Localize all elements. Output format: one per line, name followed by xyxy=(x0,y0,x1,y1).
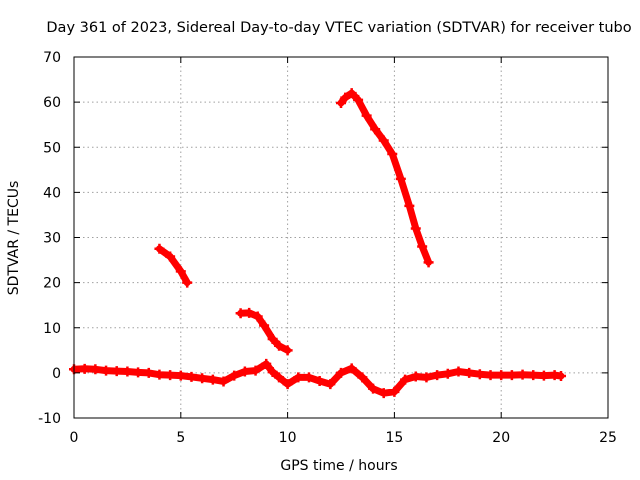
series-arc-2-point xyxy=(259,320,270,331)
series-arc-3-point xyxy=(346,88,357,99)
series-arc-2-point xyxy=(282,345,293,356)
series-baseline-point xyxy=(79,363,90,374)
series-baseline-point xyxy=(282,379,293,390)
series-arc-3-point xyxy=(336,98,346,109)
series-baseline-point xyxy=(464,367,475,378)
y-tick-label: 50 xyxy=(43,140,61,156)
series-arc-2-point xyxy=(244,307,255,318)
x-axis-label: GPS time / hours xyxy=(280,458,397,474)
series-baseline-point xyxy=(506,370,517,381)
series-baseline-point xyxy=(154,369,165,380)
series-baseline-point xyxy=(346,363,357,374)
series-baseline-point xyxy=(250,365,261,376)
y-axis-label: SDTVAR / TECUs xyxy=(6,181,22,296)
series-arc-2-point xyxy=(267,334,278,345)
chart-title: Day 361 of 2023, Sidereal Day-to-day VTE… xyxy=(46,20,631,36)
series-baseline-point xyxy=(90,364,101,375)
series-baseline-point xyxy=(133,367,144,378)
series-baseline-point xyxy=(421,372,432,383)
series-baseline-point xyxy=(336,367,346,378)
series-arc-2-point xyxy=(252,311,263,322)
x-tick-label: 25 xyxy=(599,430,617,446)
series-baseline-point xyxy=(267,366,278,377)
series-arc-3-point xyxy=(378,135,389,146)
x-tick-label: 5 xyxy=(176,430,185,446)
series-baseline-point xyxy=(314,375,325,386)
series-baseline-point xyxy=(389,386,400,397)
series-arc-3-point xyxy=(353,94,364,105)
series-baseline-point xyxy=(293,372,304,383)
series-baseline-point xyxy=(517,369,528,380)
series-baseline-point xyxy=(143,367,154,378)
series-arc-2-point xyxy=(274,340,285,351)
y-tick-label: 10 xyxy=(43,321,61,337)
series-arc-3-point xyxy=(410,223,421,234)
series-baseline-point xyxy=(207,374,218,385)
series-arc-3-point xyxy=(423,257,434,268)
y-tick-label: 30 xyxy=(43,231,61,247)
series-baseline-point xyxy=(325,379,336,390)
y-tick-label: 70 xyxy=(43,50,61,66)
series-baseline-point xyxy=(368,383,379,394)
y-tick-label: -10 xyxy=(38,411,61,427)
x-tick-label: 20 xyxy=(492,430,510,446)
series-baseline-point xyxy=(261,358,272,369)
series-baseline-point xyxy=(378,388,389,399)
series-arc-2-point xyxy=(235,308,246,319)
series-baseline-point xyxy=(432,370,443,381)
y-tick-label: 20 xyxy=(43,276,61,292)
series-baseline-point xyxy=(442,368,453,379)
x-tick-label: 0 xyxy=(70,430,79,446)
series-baseline-point xyxy=(410,371,421,382)
series-arc-3-point xyxy=(387,149,398,160)
axis-ticks xyxy=(73,56,609,419)
series-arc-1-line xyxy=(155,245,191,287)
series-baseline-point xyxy=(186,371,197,382)
series-arc-3-point xyxy=(404,200,415,211)
x-tick-label: 15 xyxy=(385,430,403,446)
series-arc-1-point xyxy=(165,251,176,262)
series-arc-3-point xyxy=(395,173,406,184)
series-baseline-point xyxy=(274,372,285,383)
series-baseline-point xyxy=(556,371,567,382)
y-tick-label: 40 xyxy=(43,185,61,201)
series-arc-3-point xyxy=(340,92,351,103)
series-baseline-point xyxy=(218,376,229,387)
series-baseline-point xyxy=(485,370,496,381)
x-tick-labels: 0 5 10 15 20 25 xyxy=(70,430,617,446)
series-baseline-point xyxy=(474,369,485,380)
series-baseline-point xyxy=(357,372,368,383)
series-arc-3-point xyxy=(417,241,428,252)
series-arc-1-point xyxy=(154,243,165,254)
x-tick-label: 10 xyxy=(279,430,297,446)
data-series xyxy=(69,88,567,399)
series-baseline-point xyxy=(197,373,208,384)
series-baseline-point xyxy=(165,370,176,381)
series-baseline-point xyxy=(496,370,507,381)
series-baseline-point xyxy=(453,366,464,377)
series-baseline-point xyxy=(538,370,549,381)
series-baseline-point xyxy=(101,365,112,376)
series-arc-1-point xyxy=(175,266,186,277)
series-baseline-point xyxy=(303,372,314,383)
y-tick-label: 0 xyxy=(52,366,61,382)
series-arc-1-point xyxy=(182,277,193,288)
series-arc-3-point xyxy=(361,110,372,121)
y-tick-label: 60 xyxy=(43,95,61,111)
series-baseline-point xyxy=(528,370,539,381)
series-baseline-point xyxy=(111,366,122,377)
y-tick-labels: -10 0 10 20 30 40 50 60 70 xyxy=(38,50,61,427)
series-baseline-point xyxy=(122,366,133,377)
series-baseline-point xyxy=(229,370,240,381)
series-arc-3-point xyxy=(370,124,381,135)
series-baseline-point xyxy=(175,370,186,381)
series-baseline-point xyxy=(239,366,250,377)
series-baseline-point xyxy=(400,374,411,385)
